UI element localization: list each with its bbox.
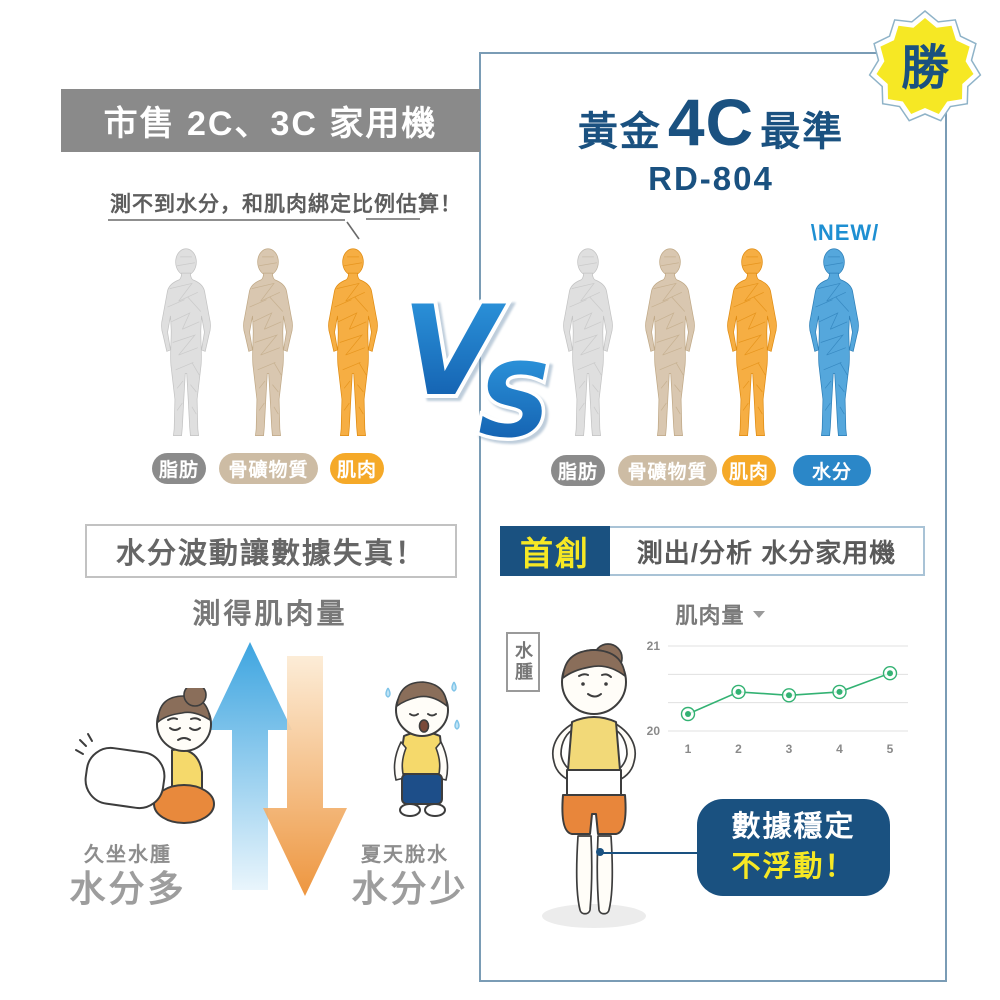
figure-fat-left [161,248,211,436]
left-header-bar: 市售 2C、3C 家用機 [61,89,480,152]
vs-letter-v: V [402,284,507,424]
new-label: \NEW/ [810,220,880,245]
sitting-woman-cartoon [75,688,215,824]
label-less-water: 水分少 [351,868,469,909]
legend-pill-water-right: 水分 [793,455,871,486]
warning-row: 測不到水分，和肌肉綁定比例估算！ [102,188,461,218]
figure-fat-right [563,248,613,436]
svg-text:3: 3 [786,742,793,756]
right-title: 黃金 4C 最準 [479,84,943,160]
label-more-water: 水分多 [69,868,187,909]
win-badge-star [868,10,982,122]
issue-box: 水分波動讓數據失真！ [85,524,457,578]
legend-pill-fat: 脂肪 [152,453,206,484]
legend-pill-bone-right: 骨礦物質 [618,455,717,486]
dehydrated-boy-cartoon [385,681,460,817]
figure-bone-left [243,248,293,436]
first-claim-box: 測出/分析 水分家用機 [610,526,925,576]
figure-muscle-right [727,248,777,436]
vs-letter-s: S [478,342,551,442]
vs-logo: V S [400,284,555,442]
svg-text:21: 21 [647,639,661,653]
warning-text: 測不到水分，和肌肉綁定比例估算！ [110,193,462,216]
win-badge-text: 勝 [901,42,950,95]
win-badge: 勝 [868,10,982,122]
callout-line [600,852,697,854]
model-number: RD-804 [648,160,774,197]
chart-dropdown[interactable]: 肌肉量 [630,598,810,630]
svg-text:20: 20 [647,724,661,738]
standing-woman-cartoon [542,643,646,928]
legend-pill-muscle-right: 肌肉 [722,455,776,486]
svg-text:1: 1 [685,742,692,756]
svg-text:5: 5 [887,742,894,756]
muscle-chart-svg: 21 20 1 2 3 4 5 [647,639,908,756]
arrow-up [208,642,292,890]
title-suffix: 最準 [760,110,845,154]
edema-label-box: 水腫 [506,632,540,692]
warning-callout-lines [108,218,420,240]
measured-muscle-title: 測得肌肉量 [192,598,348,629]
first-badge: 首創 [500,526,610,576]
caption-dehydrate: 夏天脫水 [361,844,449,866]
legend-pill-fat-right: 脂肪 [551,455,605,486]
figure-muscle-left [328,248,378,436]
chevron-down-icon [752,610,765,618]
title-prefix: 黃金 [577,110,662,154]
legend-pill-muscle: 肌肉 [330,453,384,484]
left-header-title: 市售 2C、3C 家用機 [103,105,438,143]
figure-bone-right [645,248,695,436]
fluctuation-arrows [208,642,347,896]
caption-edema: 久坐水腫 [84,844,172,866]
title-4c: 4C [667,85,755,159]
svg-text:2: 2 [735,742,742,756]
stability-bubble: 數據穩定 不浮動！ [697,799,890,896]
legend-pill-bone: 骨礦物質 [219,453,318,484]
figure-water-right [809,248,859,436]
svg-text:4: 4 [836,742,843,756]
arrow-down [263,656,347,896]
chart-title: 肌肉量 [675,603,745,628]
